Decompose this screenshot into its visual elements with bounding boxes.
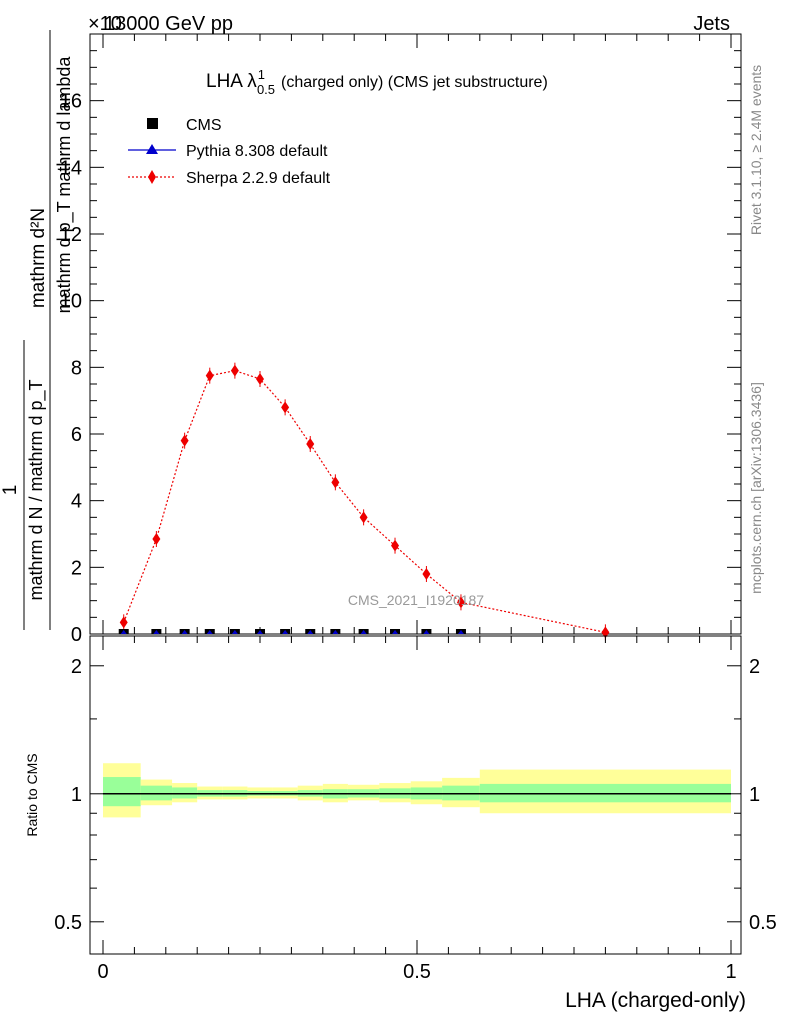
chart-title: LHA λ1 0.5 (charged only) (CMS jet substru… [206, 67, 548, 97]
rivet-version-label: Rivet 3.1.10, ≥ 2.4M events [748, 65, 764, 235]
legend-pythia-marker [146, 144, 158, 154]
pythia-point [257, 630, 263, 634]
pythia-point [307, 630, 314, 634]
legend-sherpa-marker [148, 170, 156, 184]
main-y-tick-label: 14 [60, 157, 82, 179]
pythia-point [231, 630, 238, 634]
ratio-green-band [103, 777, 141, 807]
pythia-point [360, 630, 367, 634]
sherpa-point [180, 434, 189, 447]
legend-sherpa-label: Sherpa 2.2.9 default [186, 170, 331, 187]
main-y-tick-label: 6 [71, 424, 82, 446]
pythia-point [332, 630, 339, 634]
legend: CMS Pythia 8.308 default Sherpa 2.2.9 de… [128, 117, 331, 187]
main-y-axis-label: mathrm d²N 1 mathrm d N / mathrm d p_T m… [0, 30, 75, 630]
energy-label: 13000 GeV pp [104, 13, 233, 35]
x-tick-label: 0 [97, 961, 108, 983]
main-y-tick-label: 4 [71, 491, 82, 513]
main-y-tick-label: 16 [60, 91, 82, 113]
y-label-prefix-numerator: 1 [0, 485, 21, 496]
sherpa-point [281, 401, 290, 414]
pythia-point [181, 630, 188, 634]
y-label-prefix-denominator: mathrm d N / mathrm d p_T [26, 379, 47, 600]
legend-pythia-label: Pythia 8.308 default [186, 143, 328, 160]
pythia-point [282, 630, 289, 634]
sherpa-line [123, 370, 606, 633]
exponent-label: ×10 [88, 13, 122, 35]
ratio-y-tick-label-right: 2 [749, 656, 760, 678]
sherpa-point [391, 539, 400, 552]
sherpa-point [422, 568, 431, 580]
ratio-green-band [442, 785, 480, 801]
pythia-point [153, 630, 160, 634]
ratio-y-tick-label-right: 0.5 [749, 912, 777, 934]
sherpa-point [456, 596, 465, 609]
ratio-y-tick-label: 0.5 [54, 912, 82, 934]
main-y-tick-label: 8 [71, 357, 82, 379]
sherpa-point [331, 476, 340, 489]
x-tick-label: 0.5 [403, 961, 431, 983]
x-axis-label: LHA (charged-only) [565, 989, 746, 1012]
legend-cms-marker [147, 118, 158, 129]
main-y-tick-label: 12 [60, 224, 82, 246]
sherpa-point [119, 616, 128, 629]
y-label-numerator: mathrm d²N [28, 208, 49, 308]
y-label-denominator: mathrm d p_T mathrm d lambda [54, 56, 75, 314]
main-y-tick-label: 2 [71, 557, 82, 579]
pythia-point [392, 630, 399, 634]
ratio-y-tick-label-right: 1 [749, 784, 760, 806]
sherpa-point [205, 369, 214, 382]
pythia-point [120, 630, 127, 634]
analysis-watermark: CMS_2021_I1920187 [348, 592, 484, 608]
pythia-point [423, 630, 430, 634]
sherpa-point [601, 626, 610, 639]
ratio-green-band [172, 787, 198, 799]
sherpa-point [230, 364, 239, 377]
main-y-tick-label: 10 [60, 291, 82, 313]
ratio-plot-frame [89, 635, 742, 955]
legend-cms-label: CMS [186, 117, 222, 134]
pythia-point [206, 630, 213, 634]
sherpa-point [306, 438, 315, 450]
x-tick-label: 1 [725, 961, 736, 983]
pythia-point [457, 630, 464, 634]
sherpa-point [256, 373, 264, 385]
sherpa-point [152, 533, 161, 545]
ratio-green-band [140, 785, 173, 801]
ratio-y-axis-label: Ratio to CMS [24, 753, 40, 836]
main-y-tick-label: 0 [71, 624, 82, 646]
ratio-y-tick-label: 1 [71, 784, 82, 806]
process-label: Jets [693, 13, 730, 35]
mcplots-label: mcplots.cern.ch [arXiv:1306.3436] [748, 382, 764, 594]
ratio-y-tick-label: 2 [71, 656, 82, 678]
sherpa-point [359, 511, 368, 524]
